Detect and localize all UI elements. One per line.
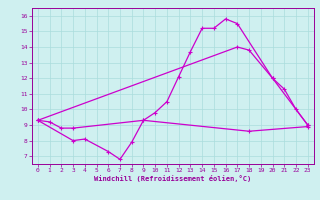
X-axis label: Windchill (Refroidissement éolien,°C): Windchill (Refroidissement éolien,°C) <box>94 175 252 182</box>
